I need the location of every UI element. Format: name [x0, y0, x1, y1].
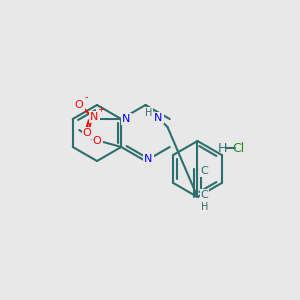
Text: Cl: Cl — [232, 142, 244, 154]
Text: C: C — [201, 166, 208, 176]
Text: +: + — [97, 104, 104, 113]
Text: N: N — [144, 154, 153, 164]
Text: C: C — [201, 190, 208, 200]
Text: H: H — [145, 108, 152, 118]
Text: O: O — [83, 128, 92, 138]
Text: O: O — [93, 136, 102, 146]
Text: O: O — [75, 100, 84, 110]
Text: -: - — [85, 92, 88, 102]
Text: H: H — [218, 142, 227, 154]
Text: H: H — [201, 202, 208, 212]
Text: N: N — [154, 113, 163, 123]
Text: N: N — [90, 112, 98, 122]
Text: N: N — [122, 114, 130, 124]
